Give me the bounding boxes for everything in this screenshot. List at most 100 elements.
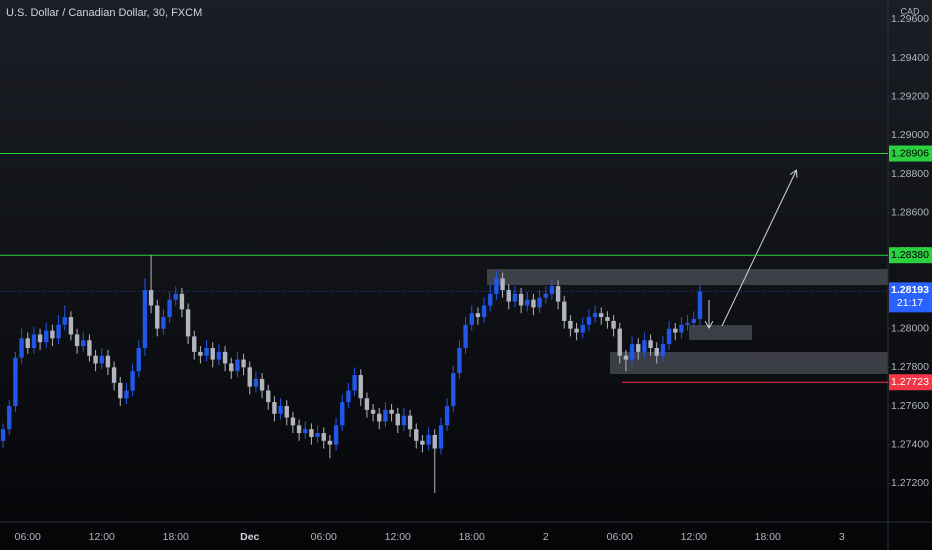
last-price-label: 1.28193 [891,284,929,296]
candle-body [673,328,678,333]
candle-body [697,291,703,319]
y-tick-label: 1.29600 [891,13,929,25]
candle-body [395,413,400,426]
candle-body [340,402,345,426]
candle-body [0,429,6,441]
candle-body [407,415,413,430]
candle-body [666,328,672,345]
x-tick-label: 12:00 [89,531,115,543]
candle-body [241,359,246,368]
candle-body [494,278,499,294]
level-tag-label: 1.27723 [891,376,929,388]
candle-body [592,313,598,318]
candle-body [580,324,585,333]
y-tick-label: 1.28800 [891,168,929,180]
candle-body [185,309,191,337]
candle-body [660,344,666,356]
candle-body [512,293,518,302]
candle-body [173,293,178,300]
demand-zone [610,352,888,374]
level-tag-label: 1.28906 [891,147,929,159]
chart-title: U.S. Dollar / Canadian Dollar, 30, FXCM [6,7,202,19]
candle-body [432,435,437,449]
x-tick-label: 3 [839,531,845,543]
candle-body [599,313,604,318]
target-arrow [721,171,796,327]
candle-body [278,406,283,414]
candle-body [500,278,505,290]
candle-body [142,290,148,348]
candle-body [377,413,382,422]
candle-body [488,293,493,306]
candle-body [383,409,388,422]
level-tag [889,247,932,264]
candle-body [179,293,185,310]
candle-body [303,429,308,434]
candle-body [654,348,659,356]
x-tick-label: 06:00 [15,531,41,543]
x-tick-label: 12:00 [385,531,411,543]
candle-body [315,433,320,437]
candle-body [463,324,468,348]
candle-body [574,328,579,333]
candle-body [81,340,86,347]
candle-body [229,363,234,372]
candle-body [555,286,561,302]
currency-label: CAD [900,6,920,16]
x-tick-label: Dec [240,531,259,543]
candle-body [426,435,431,445]
candle-body [192,336,197,352]
y-tick-label: 1.29400 [891,52,929,64]
entry-zone [689,325,752,340]
candle-body [105,355,111,368]
candle-body [358,375,363,399]
candle-body [549,286,555,294]
x-tick-label: 2 [543,531,549,543]
candle-body [691,319,696,323]
y-tick-label: 1.29000 [891,129,929,141]
candle-body [284,406,289,418]
candle-body [370,409,376,414]
candle-body [204,348,209,356]
candle-body [685,322,690,325]
candle-body [7,406,12,430]
supply-zone [487,269,888,285]
level-tag [889,374,932,391]
candle-body [401,415,407,426]
x-tick-label: 12:00 [681,531,707,543]
candle-body [352,375,357,391]
candle-body [623,355,629,360]
candle-body [506,290,511,302]
candle-body [333,425,339,445]
y-tick-label: 1.27200 [891,477,929,489]
x-tick-label: 18:00 [459,531,485,543]
candle-body [155,305,160,329]
candle-body [118,382,123,399]
y-tick-label: 1.27600 [891,400,929,412]
candle-body [475,313,481,318]
candle-body [93,355,98,364]
candle-body [346,390,351,403]
candle-body [469,313,474,325]
candle-body [605,317,610,321]
candle-body [253,378,259,387]
candle-body [198,351,203,356]
candle-body [444,406,450,426]
candle-body [568,320,573,329]
candle-body [266,390,271,403]
candle-body [87,340,92,356]
candle-body [247,367,252,387]
candle-body [124,390,129,399]
candle-body [531,299,536,308]
candle-body [629,344,635,360]
y-tick-label: 1.28600 [891,206,929,218]
candle-body [525,299,530,306]
y-tick-label: 1.27800 [891,361,929,373]
candle-body [68,317,74,335]
candle-body [130,371,135,391]
candle-body [290,417,296,426]
candle-body [420,440,425,445]
candle-body [309,429,314,437]
candle-body [321,433,326,441]
